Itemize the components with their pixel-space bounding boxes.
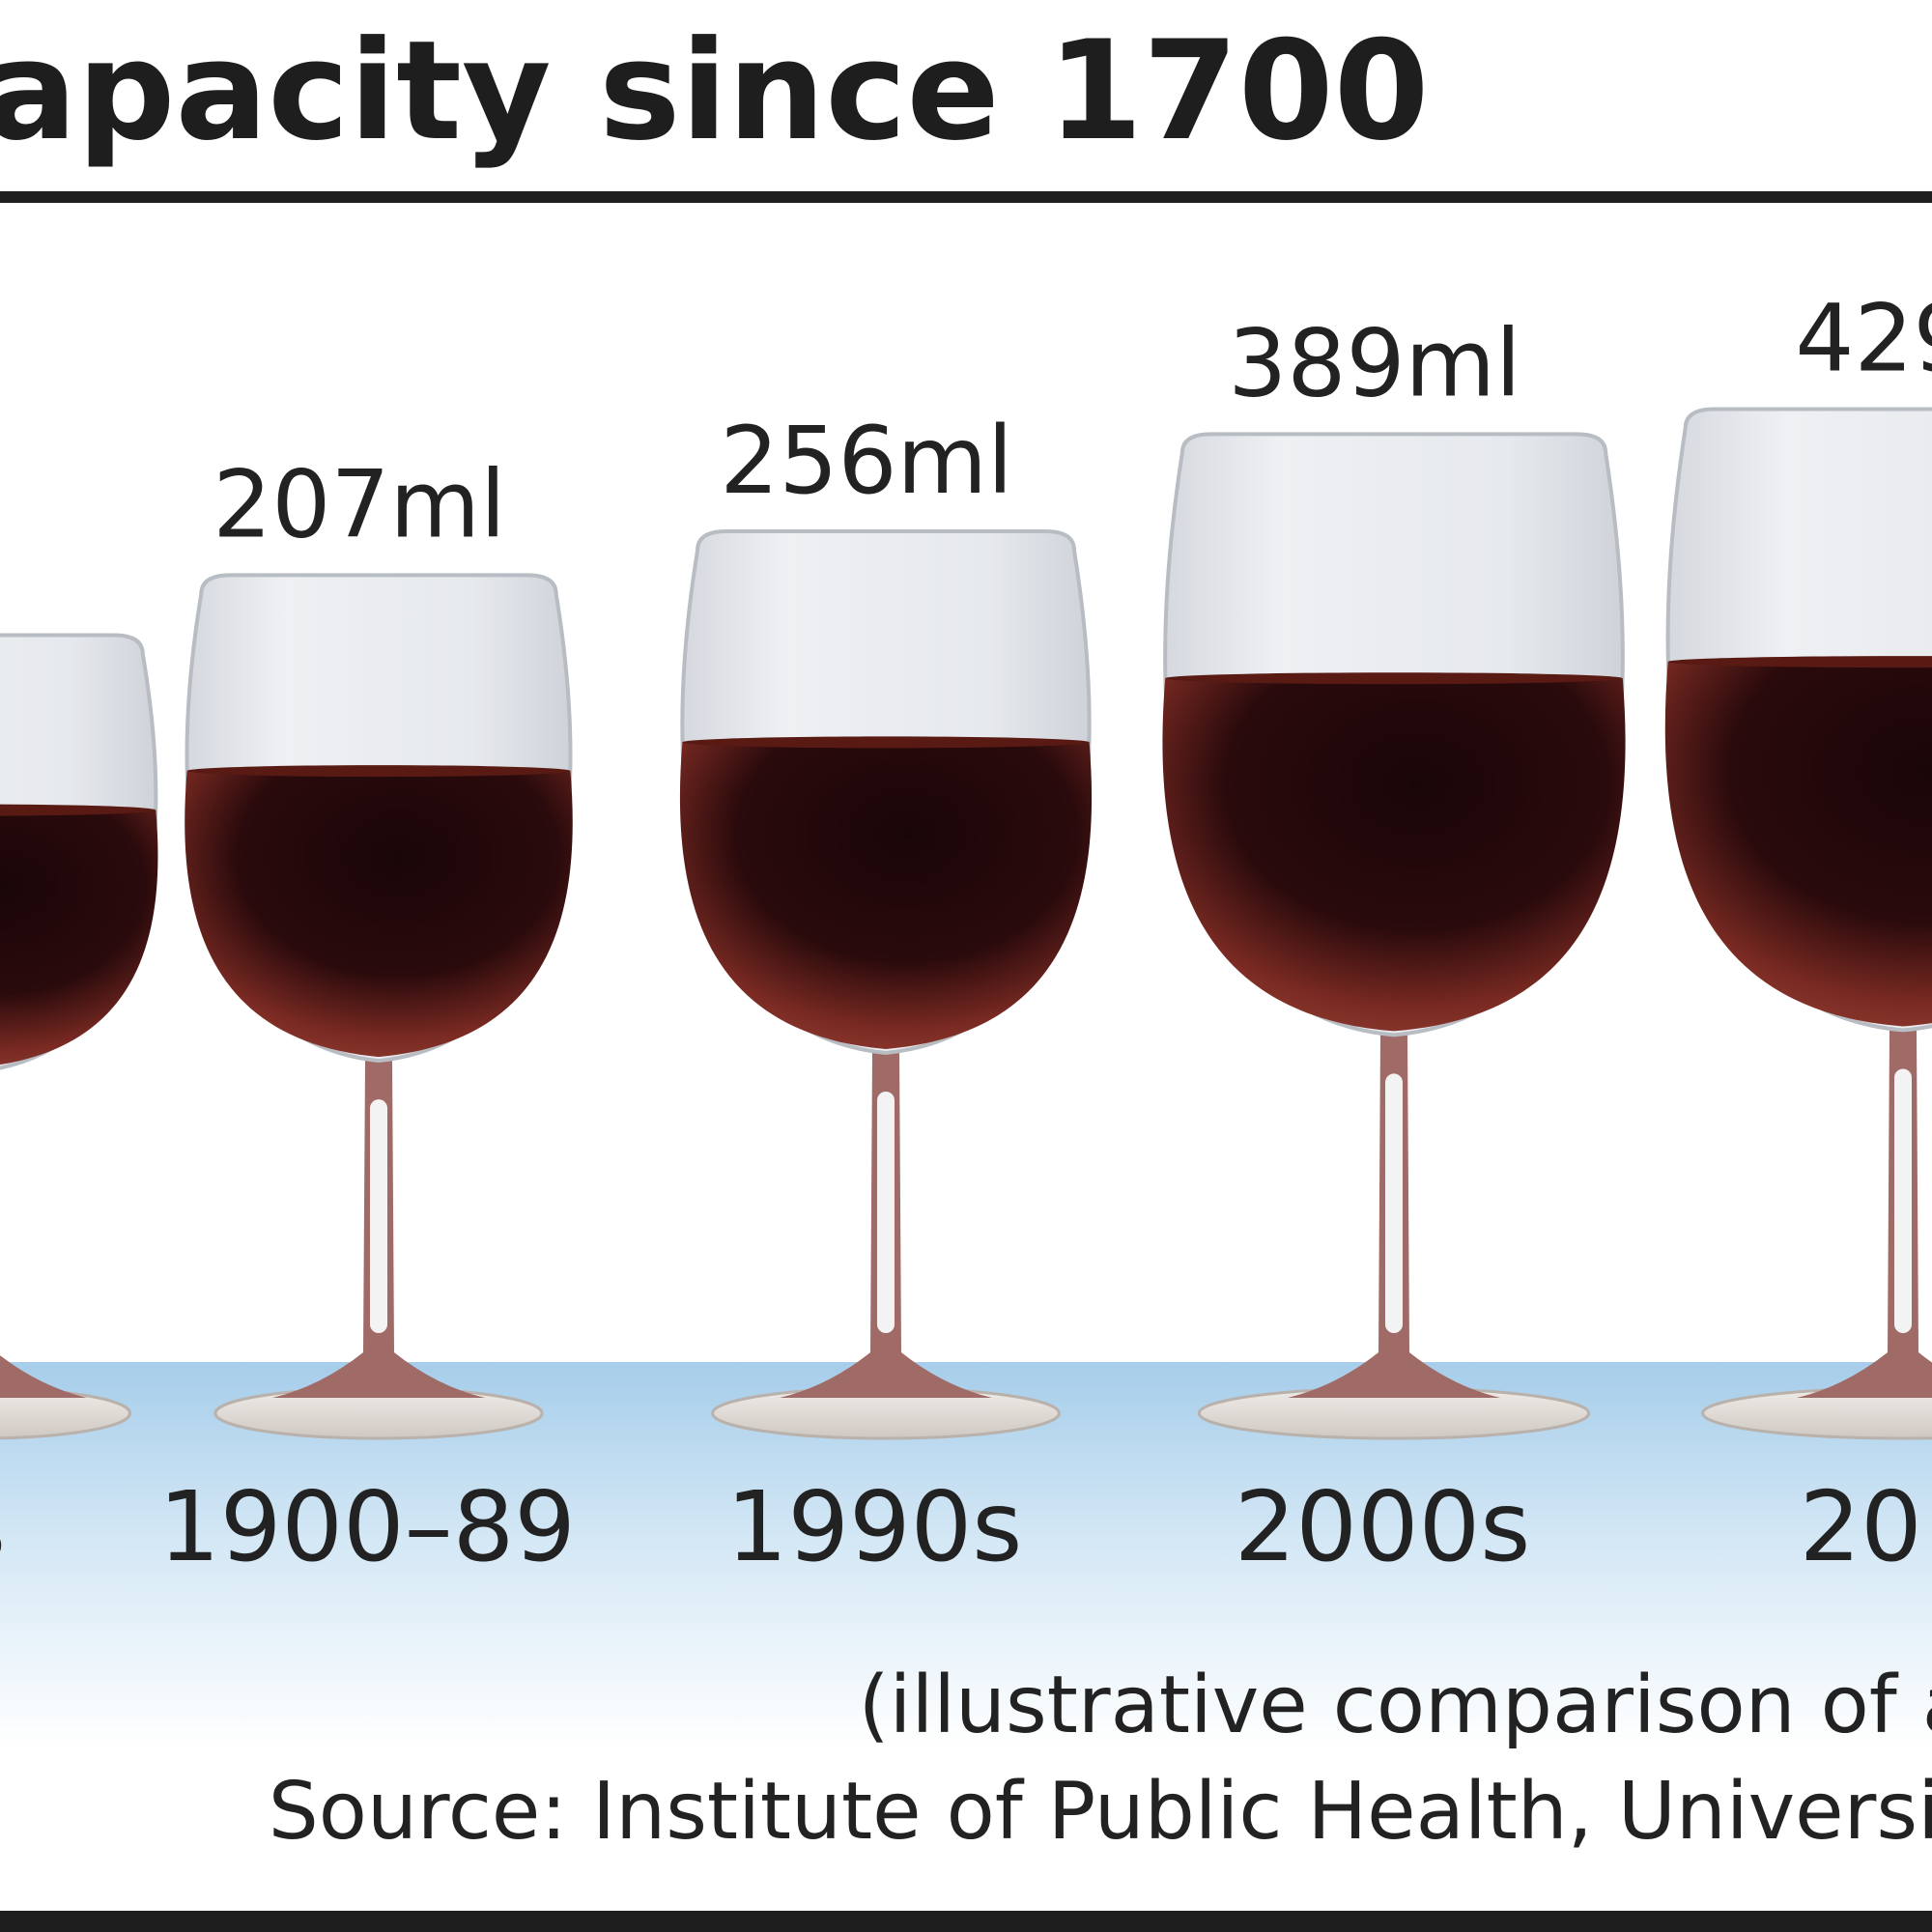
wine-surface	[0, 804, 156, 816]
capacity-label: 429	[1795, 284, 1932, 392]
bottom-divider	[0, 1911, 1932, 1932]
glass-1: ls	[0, 633, 158, 1583]
wine-surface	[1165, 672, 1623, 685]
wine-fill	[1162, 678, 1626, 1032]
source-text: Source: Institute of Public Health, Univ…	[268, 1766, 1932, 1858]
glass-3: 256ml 1990s	[679, 407, 1093, 1583]
era-label: 201	[1800, 1470, 1932, 1583]
era-label: 1990s	[726, 1470, 1023, 1583]
stem-highlight	[1894, 1068, 1912, 1333]
era-label: 1900–89	[158, 1470, 576, 1583]
glass-4: 389ml 2000s	[1162, 309, 1626, 1583]
stem-highlight	[877, 1092, 895, 1333]
glasses-group: ls 207ml 1900–89 256ml 1990s 389ml 2000s 429 201	[0, 284, 1932, 1583]
stem-highlight	[1385, 1073, 1403, 1333]
glass-stem	[0, 1355, 87, 1398]
wine-fill	[1664, 662, 1932, 1027]
glass-2: 207ml 1900–89	[158, 450, 576, 1583]
capacity-label: 207ml	[213, 450, 505, 558]
stem-highlight	[370, 1099, 387, 1333]
chart-title: apacity since 1700	[0, 12, 1430, 171]
capacity-label: 389ml	[1228, 309, 1520, 417]
wine-fill	[0, 810, 158, 1065]
glass-foot	[0, 1386, 131, 1440]
wine-fill	[679, 742, 1093, 1049]
note-text: (illustrative comparison of a	[858, 1660, 1932, 1751]
glass-5: 429 201	[1664, 284, 1932, 1583]
wine-glass-chart: ls 207ml 1900–89 256ml 1990s 389ml 2000s 429 201	[0, 284, 1932, 1748]
wine-surface	[682, 736, 1090, 749]
title-divider	[0, 191, 1932, 203]
era-label: s	[0, 1470, 6, 1583]
capacity-label: 256ml	[720, 407, 1012, 515]
wine-surface	[186, 765, 571, 778]
era-label: 2000s	[1235, 1470, 1531, 1583]
wine-fill	[185, 771, 573, 1058]
wine-surface	[1667, 656, 1932, 668]
